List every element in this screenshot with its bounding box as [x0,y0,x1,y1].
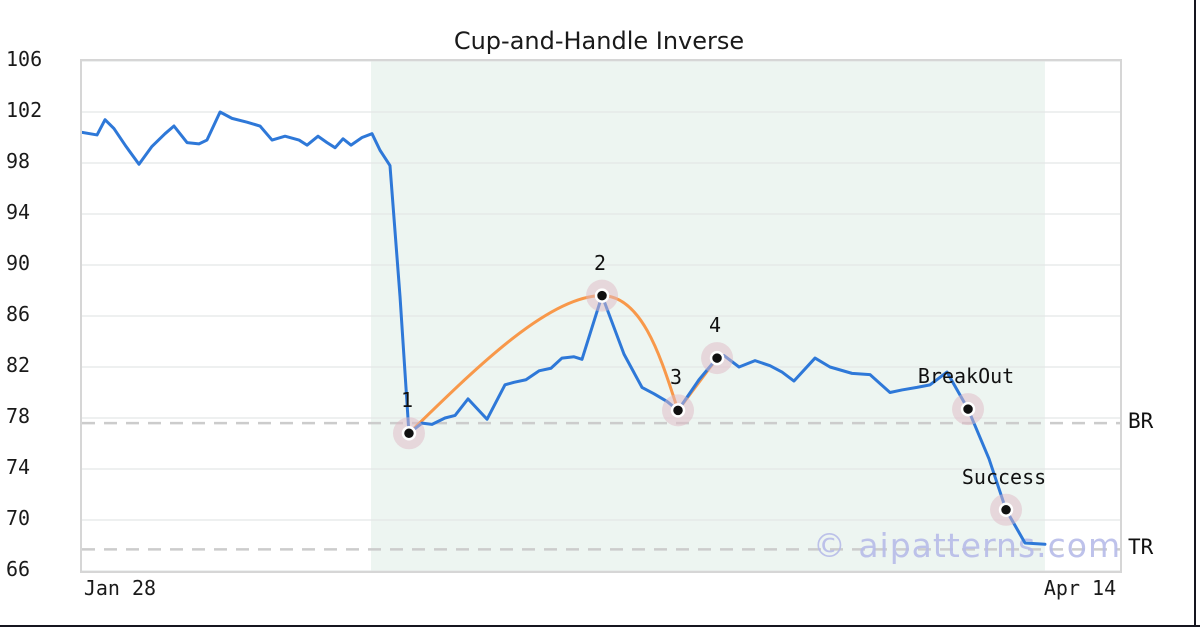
x-tick-label: Jan 28 [83,576,157,600]
annotation-label-success: Success [961,464,1047,489]
y-tick-label: 70 [6,506,31,530]
level-label-br: BR [1128,409,1154,434]
annotation-label-breakout: BreakOut [917,364,1015,389]
frame-right-border [1194,0,1196,626]
price-line [82,110,1047,546]
marker-dot-breakout [960,401,976,417]
y-tick-label: 74 [6,455,31,479]
marker-dot-1 [401,426,417,441]
frame-bottom-border [0,625,1200,627]
annotation-label-1: 1 [400,388,413,413]
annotation-label-4: 4 [709,313,722,338]
marker-dot-2 [594,288,610,303]
x-tick-label: Apr 14 [1043,576,1117,600]
y-tick-label: 106 [6,47,43,71]
marker-dot-4 [709,350,725,366]
marker-dot-3 [670,403,686,418]
y-tick-label: 66 [6,557,31,581]
chart-svg: © aipatterns.com [82,61,1120,571]
annotation-label-3: 3 [669,365,683,390]
y-tick-label: 90 [6,251,31,275]
y-tick-label: 86 [6,302,31,326]
y-tick-label: 98 [6,149,31,173]
marker-dot-success [998,502,1014,518]
y-tick-label: 78 [6,404,31,428]
y-tick-label: 82 [6,353,31,377]
plot-area: © aipatterns.com [80,59,1122,573]
chart-title: Cup-and-Handle Inverse [453,27,745,55]
y-tick-label: 102 [6,98,43,122]
level-label-tr: TR [1128,535,1154,560]
watermark: © aipatterns.com [813,526,1120,565]
annotation-label-2: 2 [594,250,607,275]
y-tick-label: 94 [6,200,31,224]
